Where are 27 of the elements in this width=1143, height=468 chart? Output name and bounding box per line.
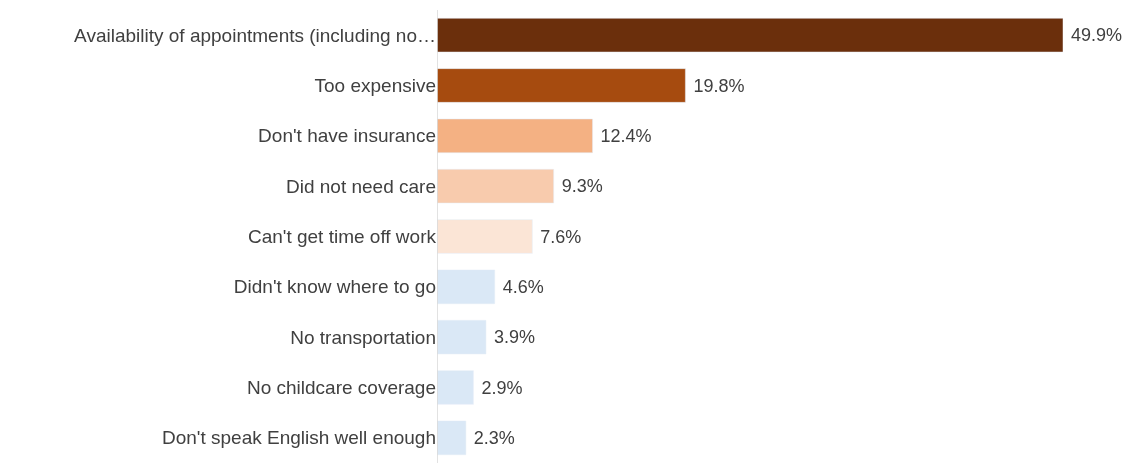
- data-label: 4.6%: [497, 276, 544, 297]
- data-label: 7.6%: [535, 226, 582, 247]
- bar: [437, 18, 1063, 53]
- data-label: 19.8%: [688, 75, 745, 96]
- y-tick-label: Did not need care: [286, 175, 436, 197]
- bar: [437, 169, 554, 204]
- bar: [437, 118, 593, 153]
- y-tick-label: No transportation: [290, 326, 436, 348]
- data-label: 2.3%: [468, 427, 515, 448]
- y-tick-label: Don't have insurance: [258, 125, 436, 147]
- bar: [437, 219, 533, 254]
- y-tick-label: Can't get time off work: [247, 226, 437, 248]
- y-tick-label: No childcare coverage: [246, 377, 436, 399]
- y-tick-label: Availability of appointments (including no…: [74, 24, 436, 46]
- data-label: 12.4%: [595, 125, 652, 146]
- bar: [437, 68, 686, 103]
- y-tick-label: Don't speak English well enough: [161, 427, 436, 449]
- bar: [437, 320, 487, 355]
- data-label: 9.3%: [556, 176, 603, 197]
- data-label: 49.9%: [1066, 25, 1123, 46]
- y-tick-label: Didn't know where to go: [233, 276, 436, 298]
- data-label: 2.9%: [476, 377, 523, 398]
- data-label: 3.9%: [488, 327, 535, 348]
- bar: [437, 370, 474, 405]
- bar: [437, 420, 467, 455]
- bar: [437, 269, 495, 304]
- y-tick-label: Too expensive: [314, 75, 436, 97]
